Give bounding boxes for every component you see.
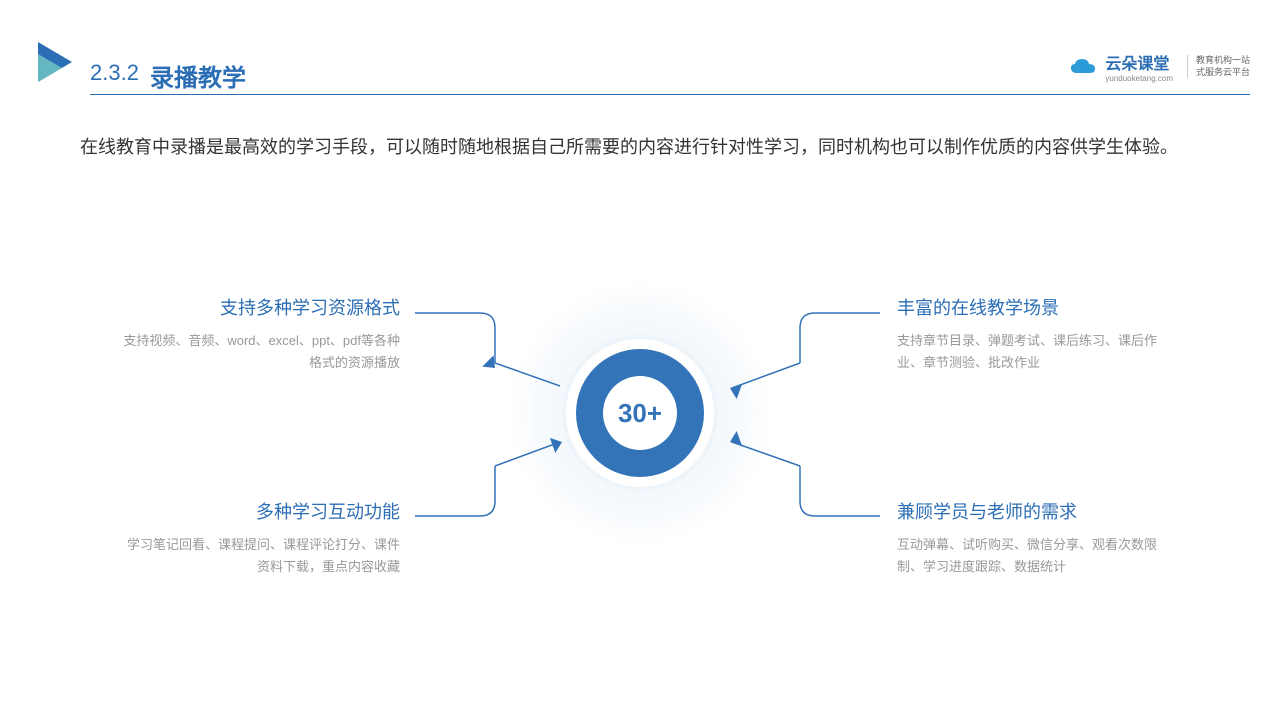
logo-main-text: 云朵课堂: [1105, 50, 1173, 74]
slide-description: 在线教育中录播是最高效的学习手段，可以随时随地根据自己所需要的内容进行针对性学习…: [80, 130, 1200, 164]
cloud-icon: [1069, 57, 1097, 77]
header-underline: [90, 94, 1250, 95]
logo-tag-line1: 教育机构一站: [1196, 55, 1250, 67]
feature-desc: 学习笔记回看、课程提问、课程评论打分、课件资料下载，重点内容收藏: [120, 534, 400, 578]
feature-title: 多种学习互动功能: [120, 498, 400, 524]
logo-tagline: 教育机构一站 式服务云平台: [1187, 55, 1250, 78]
feature-diagram: 30+ 支持多种学习资源格式 支持视频、音频、word、excel、ppt、pd…: [0, 268, 1280, 638]
logo-area: 云朵课堂 yunduoketang.com 教育机构一站 式服务云平台: [1069, 50, 1250, 83]
feature-top-right: 丰富的在线教学场景 支持章节目录、弹题考试、课后练习、课后作业、章节测验、批改作…: [897, 294, 1177, 374]
feature-desc: 互动弹幕、试听购买、微信分享、观看次数限制、学习进度跟踪、数据统计: [897, 534, 1177, 578]
slide-header: 2.3.2 录播教学 云朵课堂 yunduoketang.com 教育机构一站 …: [0, 38, 1280, 98]
feature-title: 支持多种学习资源格式: [120, 294, 400, 320]
feature-desc: 支持章节目录、弹题考试、课后练习、课后作业、章节测验、批改作业: [897, 330, 1177, 374]
logo-text-block: 云朵课堂 yunduoketang.com: [1105, 50, 1173, 83]
logo-tag-line2: 式服务云平台: [1196, 67, 1250, 79]
feature-title: 兼顾学员与老师的需求: [897, 498, 1177, 524]
logo-sub-text: yunduoketang.com: [1105, 74, 1173, 83]
play-triangle-icon: [32, 38, 80, 86]
feature-title: 丰富的在线教学场景: [897, 294, 1177, 320]
section-number: 2.3.2: [90, 60, 139, 86]
section-title: 录播教学: [150, 58, 246, 93]
feature-bottom-left: 多种学习互动功能 学习笔记回看、课程提问、课程评论打分、课件资料下载，重点内容收…: [120, 498, 400, 578]
feature-desc: 支持视频、音频、word、excel、ppt、pdf等各种格式的资源播放: [120, 330, 400, 374]
feature-top-left: 支持多种学习资源格式 支持视频、音频、word、excel、ppt、pdf等各种…: [120, 294, 400, 374]
feature-bottom-right: 兼顾学员与老师的需求 互动弹幕、试听购买、微信分享、观看次数限制、学习进度跟踪、…: [897, 498, 1177, 578]
